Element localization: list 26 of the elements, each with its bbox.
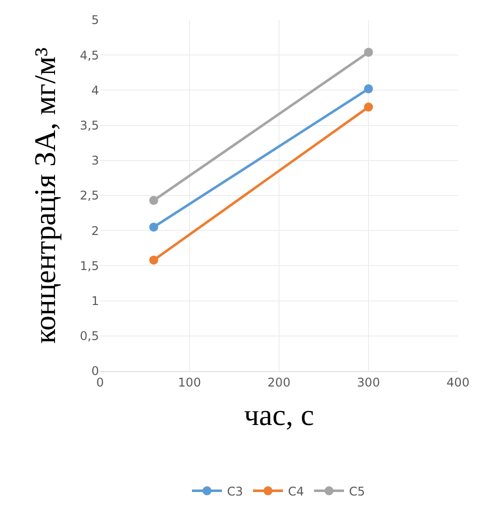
y-tick-label: 0,5 (80, 329, 99, 344)
y-tick-label: 5 (91, 13, 99, 28)
y-tick-label: 2,5 (80, 188, 99, 203)
y-tick-label: 3,5 (80, 118, 99, 132)
legend-label: C4 (288, 484, 304, 498)
point (149, 222, 158, 232)
x-axis-title: час, с (244, 398, 314, 432)
x-tick-label: 100 (178, 375, 201, 390)
y-tick-label: 1 (91, 294, 99, 308)
y-tick-label: 4 (91, 83, 99, 98)
point (364, 102, 373, 112)
point (364, 48, 373, 57)
point (149, 256, 158, 265)
legend-label: C5 (349, 484, 366, 498)
x-tick-label: 300 (357, 375, 380, 390)
point (364, 84, 373, 94)
y-tick-label: 0 (91, 364, 99, 378)
y-tick-label: 1,5 (80, 258, 99, 273)
x-tick-label: 200 (268, 375, 290, 390)
legend-label: C3 (227, 484, 244, 498)
point (149, 196, 158, 205)
y-tick-label: 2 (91, 224, 99, 238)
y-tick-label: 4,5 (80, 48, 99, 62)
y-axis-title: концентрація ЗА, мг/м³ (28, 47, 62, 344)
x-tick-label: 400 (446, 375, 470, 390)
y-tick-label: 3 (91, 154, 99, 168)
